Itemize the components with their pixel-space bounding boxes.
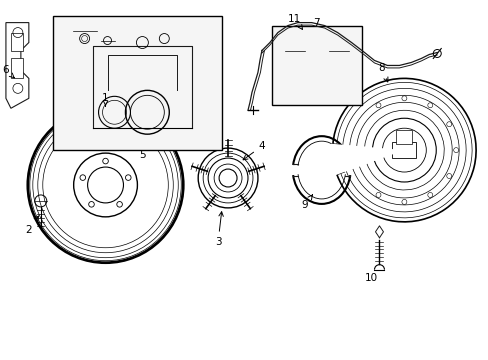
FancyBboxPatch shape (322, 42, 354, 97)
Text: 3: 3 (214, 212, 223, 247)
Text: 11: 11 (287, 14, 302, 30)
Text: 10: 10 (364, 273, 377, 283)
Text: 5: 5 (139, 150, 145, 160)
Text: 9: 9 (301, 195, 312, 210)
Bar (392, 142, 415, 158)
Bar (396, 130, 411, 144)
FancyBboxPatch shape (278, 42, 310, 97)
Wedge shape (330, 144, 404, 175)
Text: 2: 2 (25, 216, 39, 235)
Text: 4: 4 (243, 141, 264, 160)
Text: 6: 6 (2, 66, 14, 78)
Text: 1: 1 (102, 93, 109, 106)
Bar (326, 54, 350, 85)
Text: 8: 8 (377, 63, 387, 82)
Bar (271, 26, 361, 105)
Bar (11, 58, 23, 78)
Bar (53, 15, 222, 150)
Bar (282, 54, 306, 85)
Bar (11, 32, 23, 50)
Polygon shape (6, 23, 29, 108)
Text: 7: 7 (313, 18, 319, 28)
